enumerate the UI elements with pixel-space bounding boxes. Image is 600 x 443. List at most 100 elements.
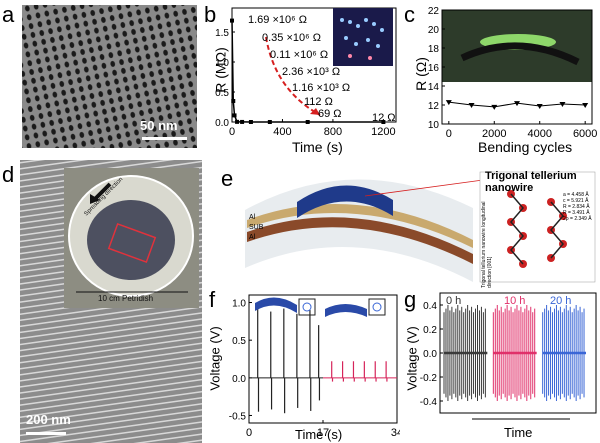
annot-b-3: 2.36 ×10³ Ω: [282, 66, 341, 78]
data-point-b: [230, 18, 234, 23]
scalebar-d: [26, 432, 66, 435]
data-point-b: [231, 99, 236, 103]
data-point-c: [536, 103, 543, 109]
data-point-c: [582, 103, 589, 108]
annot-b-4: 1.16 ×10³ Ω: [292, 82, 351, 94]
bent-film-c: [460, 42, 580, 66]
xtick-label-c: 6000: [573, 128, 597, 140]
sem-image-d: Spreading direction 10 cm Petridish 200 …: [20, 160, 202, 443]
xlabel-f: Time (s): [295, 427, 343, 442]
panel-e: e Al SUB Al Trigonal tellerium nanowire …: [205, 160, 600, 288]
panel-b: b 0 400 800 1200 0.0 0.5 1.0 1.5 1.69 ×10⁶ Ω 0.…: [200, 0, 400, 160]
panel-label-c: c: [404, 2, 415, 27]
ytick-label-g: 0.2: [423, 325, 437, 336]
xtick-label-b: 400: [273, 126, 291, 138]
decay-arrowhead-b: [310, 108, 320, 115]
zoom-line-e: [364, 179, 484, 197]
xlabel-b: Time (s): [292, 139, 343, 155]
ytick-label-g: -0.4: [420, 397, 438, 408]
annot-b-0: 1.69 ×10⁶ Ω: [248, 14, 307, 26]
data-point-b: [381, 119, 386, 124]
tem-image-a: 50 nm: [22, 5, 197, 148]
led-photo-b: [333, 8, 393, 66]
ytick-label-f: 0.0: [232, 374, 246, 385]
ytick-label-c: 10: [428, 120, 440, 131]
series-g-1: [492, 305, 537, 401]
layer-label-al-top: Al: [249, 214, 256, 221]
layer-label-sub: SUB: [249, 224, 264, 231]
ytick-label-c: 20: [428, 25, 440, 36]
ylabel-c: R (Ω): [412, 57, 429, 91]
xlabel-g: Time: [504, 425, 533, 440]
nanowire-layer-e: [297, 185, 393, 218]
panel-d: d Spreading direction 10 cm Petridish 20…: [0, 160, 205, 443]
data-point-b: [248, 119, 253, 124]
param-e-1: c = 5.921 Å: [563, 198, 589, 204]
panel-a: a 50 nm: [0, 0, 200, 150]
panel-label-b: b: [204, 2, 217, 27]
chart-b: 0 400 800 1200 0.0 0.5 1.0 1.5: [215, 7, 397, 138]
panel-c: c 0 2000 4000 6000 10 12 14 16 18 20 22 Bending cy…: [400, 0, 600, 160]
ytick-label-b: 1.0: [215, 58, 229, 69]
crystal-box-e: [479, 171, 596, 283]
legend-g-0: 0 h: [446, 295, 462, 307]
panel-label-a: a: [2, 2, 15, 27]
ytick-label-f: -0.5: [229, 411, 247, 422]
data-point-b: [305, 119, 310, 124]
device-inset-f-2: [325, 298, 386, 317]
scalebar-label-d: 200 nm: [26, 412, 71, 427]
annot-b-1: 0.35 ×10⁶ Ω: [262, 32, 321, 44]
panel-label-e: e: [221, 166, 234, 191]
data-point-c: [445, 100, 452, 106]
annot-b-7: 12 Ω: [372, 112, 396, 124]
panel-g: g -0.4 -0.2 0.0 0.2 0.4 0 h 10 h 20 h Time V…: [400, 285, 600, 443]
chart-c: 0 2000 4000 6000 10 12 14 16 18 20 22: [428, 6, 598, 140]
data-point-c: [559, 102, 566, 108]
annot-b-5: 112 Ω: [304, 96, 333, 108]
electrode-bottom-e: [247, 217, 473, 264]
device-diagram-e: [245, 171, 596, 283]
data-point-c: [514, 101, 520, 107]
ytick-label-b: 0.0: [215, 118, 229, 129]
ytick-label-c: 12: [428, 101, 440, 112]
panel-label-f: f: [209, 287, 216, 312]
chart-g: -0.4 -0.2 0.0 0.2 0.4: [420, 292, 597, 420]
chart-f: 0 17 34 -0.5 0.0 0.5 1.0: [229, 294, 400, 439]
data-point-b: [235, 119, 240, 124]
led-dots-b: [340, 18, 384, 60]
ytick-label-b: 0.5: [215, 88, 229, 99]
ytick-label-g: -0.2: [420, 373, 438, 384]
ytick-label-c: 16: [428, 63, 440, 74]
data-point-b: [240, 119, 245, 124]
xtick-label-c: 2000: [482, 128, 506, 140]
inset-caption-d: 10 cm Petridish: [98, 294, 154, 303]
ylabel-g: Voltage (V): [404, 326, 420, 391]
legend-g-2: 20 h: [550, 295, 572, 307]
param-e-3: R = 3.491 Å: [563, 210, 590, 216]
xtick-label-c: 0: [446, 128, 452, 140]
xtick-label-f: 0: [246, 427, 252, 439]
panel-f: f 0 17 34 -0.5 0.0 0.5 1.0 Time (s) Voltage (V…: [205, 285, 400, 443]
xtick-label-b: 800: [324, 126, 342, 138]
device-inset-f-1: [255, 297, 316, 316]
panel-label-d: d: [2, 162, 15, 187]
param-e-4: 2ρ = 2.349 Å: [563, 216, 592, 222]
scalebar-label-a: 50 nm: [140, 118, 178, 133]
data-point-c: [491, 104, 498, 110]
panel-label-g: g: [404, 287, 417, 312]
ytick-label-c: 18: [428, 44, 440, 55]
annot-b-2: 0.11 ×10⁶ Ω: [270, 49, 329, 61]
xtick-label-c: 4000: [527, 128, 551, 140]
ylabel-b: R (MΩ): [212, 47, 229, 93]
xtick-label-f: 34: [391, 427, 400, 439]
param-e-0: a = 4.458 Å: [563, 192, 589, 198]
xtick-label-b: 1200: [371, 126, 395, 138]
xtick-label-b: 0: [229, 126, 235, 138]
ytick-label-b: 1.5: [215, 28, 229, 39]
series-g-0: [443, 305, 488, 401]
ytick-label-f: 1.0: [232, 299, 246, 310]
legend-g-1: 10 h: [504, 295, 526, 307]
annot-b-6: 69 Ω: [318, 108, 342, 120]
ylabel-f: Voltage (V): [207, 326, 223, 391]
data-point-b: [267, 119, 272, 124]
